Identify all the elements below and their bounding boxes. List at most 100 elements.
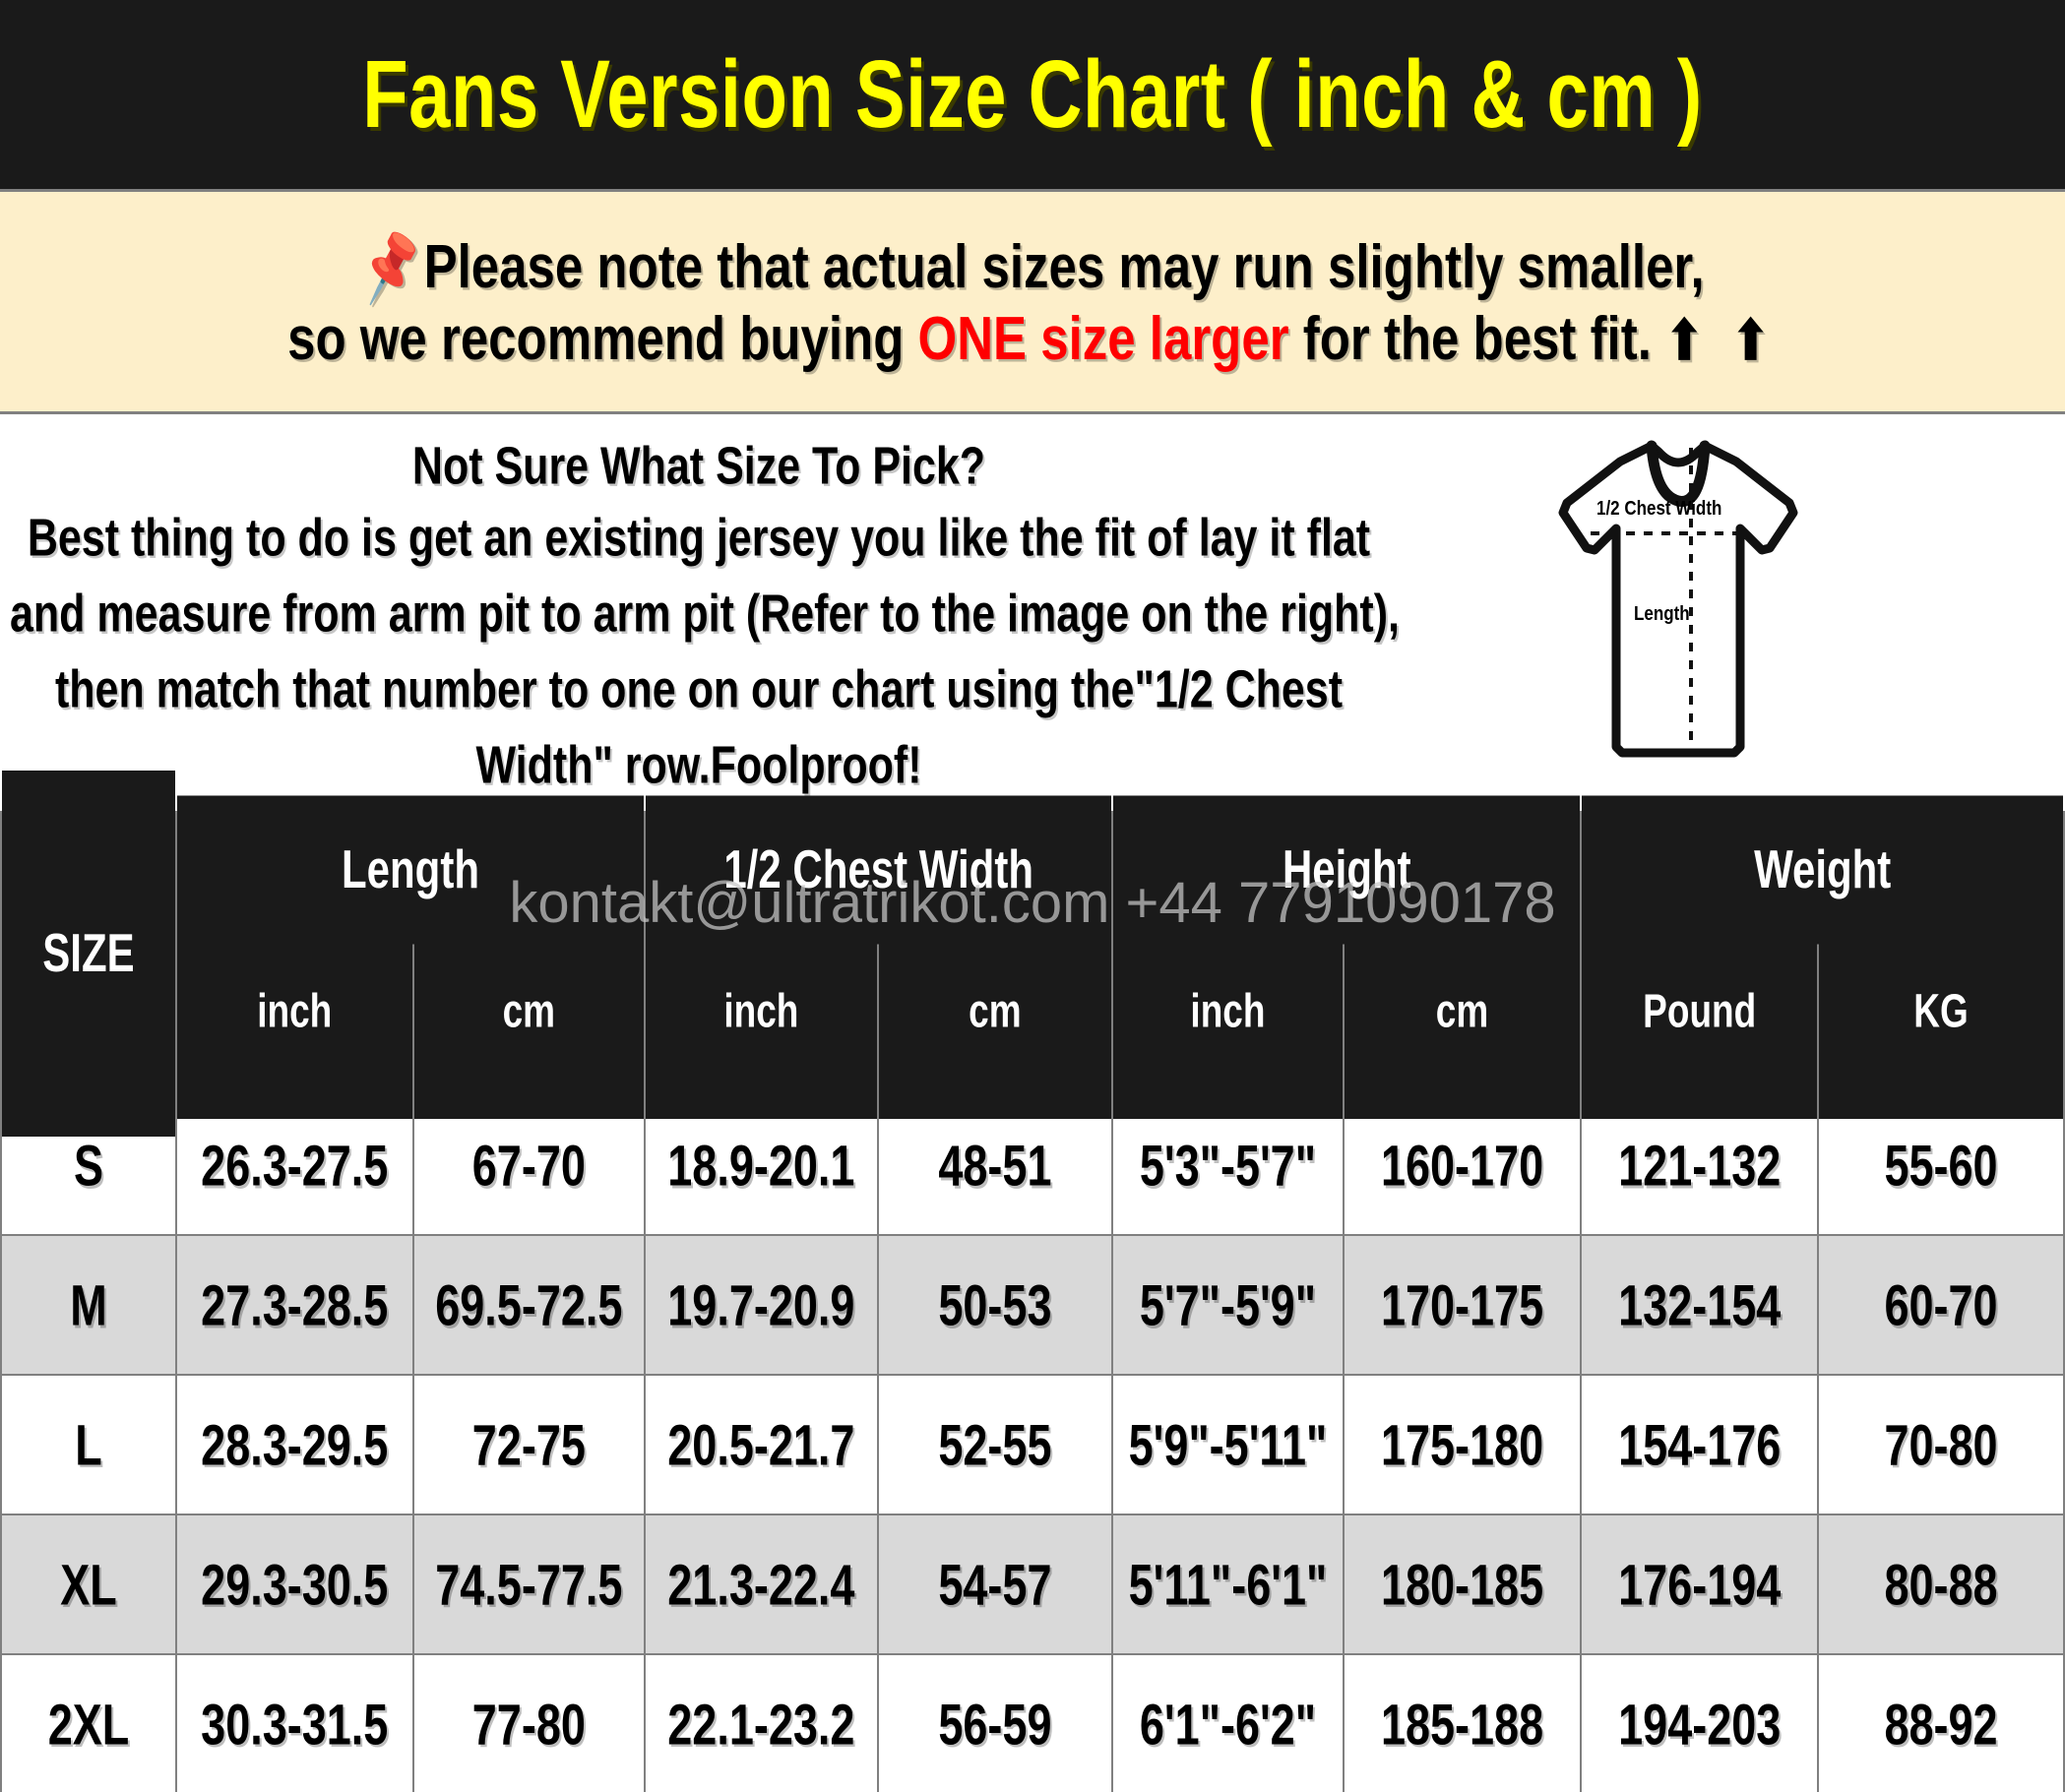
arrow-up-icon: ⬆ ⬆ bbox=[1665, 308, 1778, 371]
value: 19.7-20.9 bbox=[667, 1271, 855, 1338]
value: 28.3-29.5 bbox=[201, 1411, 389, 1478]
cell-weight-kg: 80-88 bbox=[1817, 1514, 2065, 1655]
size-value: L bbox=[75, 1411, 102, 1478]
note-line-2-prefix: so we recommend buying bbox=[287, 303, 918, 372]
cell-length-cm: 74.5-77.5 bbox=[411, 1514, 647, 1655]
note-line-1: 📌Please note that actual sizes may run s… bbox=[355, 225, 1704, 307]
cell-chest-inch: 22.1-23.2 bbox=[644, 1653, 879, 1792]
note-line-2: so we recommend buying ONE size larger f… bbox=[287, 307, 1778, 368]
value: 180-185 bbox=[1380, 1551, 1544, 1618]
cell-height-inch: 5'7"-5'9" bbox=[1111, 1234, 1345, 1376]
size-value: M bbox=[70, 1271, 107, 1338]
cell-length-cm: 77-80 bbox=[411, 1653, 647, 1792]
value: 121-132 bbox=[1618, 1132, 1782, 1199]
cell-weight-kg: 88-92 bbox=[1817, 1653, 2065, 1792]
value: 6'1"-6'2" bbox=[1139, 1691, 1317, 1758]
cell-chest-cm: 56-59 bbox=[876, 1653, 1114, 1792]
cell-chest-inch: 20.5-21.7 bbox=[644, 1374, 879, 1515]
cell-length-cm: 72-75 bbox=[411, 1374, 647, 1515]
cell-weight-pound: 154-176 bbox=[1580, 1374, 1820, 1515]
cell-height-cm: 170-175 bbox=[1342, 1234, 1583, 1376]
value: 27.3-28.5 bbox=[201, 1271, 389, 1338]
tshirt-icon bbox=[1558, 440, 1798, 758]
value: 70-80 bbox=[1884, 1411, 1998, 1478]
column-header-chest-inch: inch bbox=[644, 901, 879, 1122]
cell-weight-kg: 60-70 bbox=[1817, 1234, 2065, 1376]
value: 18.9-20.1 bbox=[667, 1132, 855, 1199]
column-header-length-cm: cm bbox=[411, 901, 647, 1122]
value: 55-60 bbox=[1884, 1132, 1998, 1199]
value: 60-70 bbox=[1884, 1271, 1998, 1338]
cell-height-inch: 6'1"-6'2" bbox=[1111, 1653, 1345, 1792]
cell-height-inch: 5'9"-5'11" bbox=[1111, 1374, 1345, 1515]
column-header-length-inch: inch bbox=[174, 901, 414, 1122]
column-header-chest-cm: cm bbox=[876, 901, 1114, 1122]
table-body: S 26.3-27.5 67-70 18.9-20.1 48-51 5'3"-5… bbox=[0, 1094, 2065, 1792]
cell-chest-cm: 52-55 bbox=[876, 1374, 1114, 1515]
info-line-1: Best thing to do is get an existing jers… bbox=[27, 508, 1371, 568]
cell-chest-inch: 19.7-20.9 bbox=[644, 1234, 879, 1376]
value: 185-188 bbox=[1380, 1691, 1544, 1758]
table-row: L 28.3-29.5 72-75 20.5-21.7 52-55 5'9"-5… bbox=[0, 1374, 2065, 1515]
table-row: M 27.3-28.5 69.5-72.5 19.7-20.9 50-53 5'… bbox=[0, 1234, 2065, 1376]
value: 5'7"-5'9" bbox=[1139, 1271, 1317, 1338]
cell-length-cm: 69.5-72.5 bbox=[411, 1234, 647, 1376]
value: 67-70 bbox=[471, 1132, 586, 1199]
info-line-4: Width" row.Foolproof! bbox=[475, 735, 922, 795]
column-header-weight-kg: KG bbox=[1817, 901, 2065, 1122]
note-line-2-suffix: for the best fit. bbox=[1288, 303, 1666, 372]
value: 54-57 bbox=[938, 1551, 1052, 1618]
value: 176-194 bbox=[1618, 1551, 1782, 1618]
value: 56-59 bbox=[938, 1691, 1052, 1758]
value: 160-170 bbox=[1380, 1132, 1544, 1199]
cell-weight-pound: 176-194 bbox=[1580, 1514, 1820, 1655]
size-value: 2XL bbox=[47, 1691, 130, 1758]
cell-length-inch: 29.3-30.5 bbox=[174, 1514, 414, 1655]
value: 5'3"-5'7" bbox=[1139, 1132, 1317, 1199]
chest-width-label: 1/2 Chest Width bbox=[1596, 497, 1722, 520]
cell-height-inch: 5'11"-6'1" bbox=[1111, 1514, 1345, 1655]
cell-height-cm: 180-185 bbox=[1342, 1514, 1583, 1655]
cell-size: 2XL bbox=[0, 1653, 177, 1792]
note-band: 📌Please note that actual sizes may run s… bbox=[0, 189, 2065, 414]
size-chart-table: SIZE Length 1/2 Chest Width Height Weigh… bbox=[0, 768, 2065, 1792]
value: 194-203 bbox=[1618, 1691, 1782, 1758]
value: 50-53 bbox=[938, 1271, 1052, 1338]
table-row: 2XL 30.3-31.5 77-80 22.1-23.2 56-59 6'1"… bbox=[0, 1653, 2065, 1792]
value: 132-154 bbox=[1618, 1271, 1782, 1338]
cell-weight-pound: 194-203 bbox=[1580, 1653, 1820, 1792]
cell-height-cm: 175-180 bbox=[1342, 1374, 1583, 1515]
info-line-3: then match that number to one on our cha… bbox=[54, 659, 1344, 719]
cell-length-inch: 28.3-29.5 bbox=[174, 1374, 414, 1515]
column-header-height-cm: cm bbox=[1342, 901, 1583, 1122]
size-value: S bbox=[73, 1132, 103, 1199]
info-line-2: and measure from arm pit to arm pit (Ref… bbox=[10, 584, 1401, 644]
pushpin-icon: 📌 bbox=[355, 225, 427, 307]
value: 30.3-31.5 bbox=[201, 1691, 389, 1758]
value: 74.5-77.5 bbox=[435, 1551, 623, 1618]
cell-height-cm: 185-188 bbox=[1342, 1653, 1583, 1792]
table-head: SIZE Length 1/2 Chest Width Height Weigh… bbox=[0, 768, 2065, 1140]
value: 77-80 bbox=[471, 1691, 586, 1758]
cell-length-inch: 27.3-28.5 bbox=[174, 1234, 414, 1376]
value: 20.5-21.7 bbox=[667, 1411, 855, 1478]
value: 48-51 bbox=[938, 1132, 1052, 1199]
title-banner: Fans Version Size Chart ( inch & cm ) bbox=[0, 0, 2065, 189]
cell-chest-cm: 50-53 bbox=[876, 1234, 1114, 1376]
cell-chest-cm: 54-57 bbox=[876, 1514, 1114, 1655]
cell-chest-inch: 21.3-22.4 bbox=[644, 1514, 879, 1655]
value: 88-92 bbox=[1884, 1691, 1998, 1758]
value: 22.1-23.2 bbox=[667, 1691, 855, 1758]
value: 72-75 bbox=[471, 1411, 586, 1478]
cell-length-inch: 30.3-31.5 bbox=[174, 1653, 414, 1792]
value: 69.5-72.5 bbox=[435, 1271, 623, 1338]
page-title: Fans Version Size Chart ( inch & cm ) bbox=[362, 40, 1703, 149]
value: 80-88 bbox=[1884, 1551, 1998, 1618]
info-text-block: Not Sure What Size To Pick? Best thing t… bbox=[0, 428, 1401, 821]
value: 21.3-22.4 bbox=[667, 1551, 855, 1618]
cell-size: XL bbox=[0, 1514, 177, 1655]
note-emphasis: ONE size larger bbox=[917, 303, 1289, 372]
value: 5'9"-5'11" bbox=[1128, 1411, 1328, 1478]
column-header-size: SIZE bbox=[0, 768, 177, 1140]
